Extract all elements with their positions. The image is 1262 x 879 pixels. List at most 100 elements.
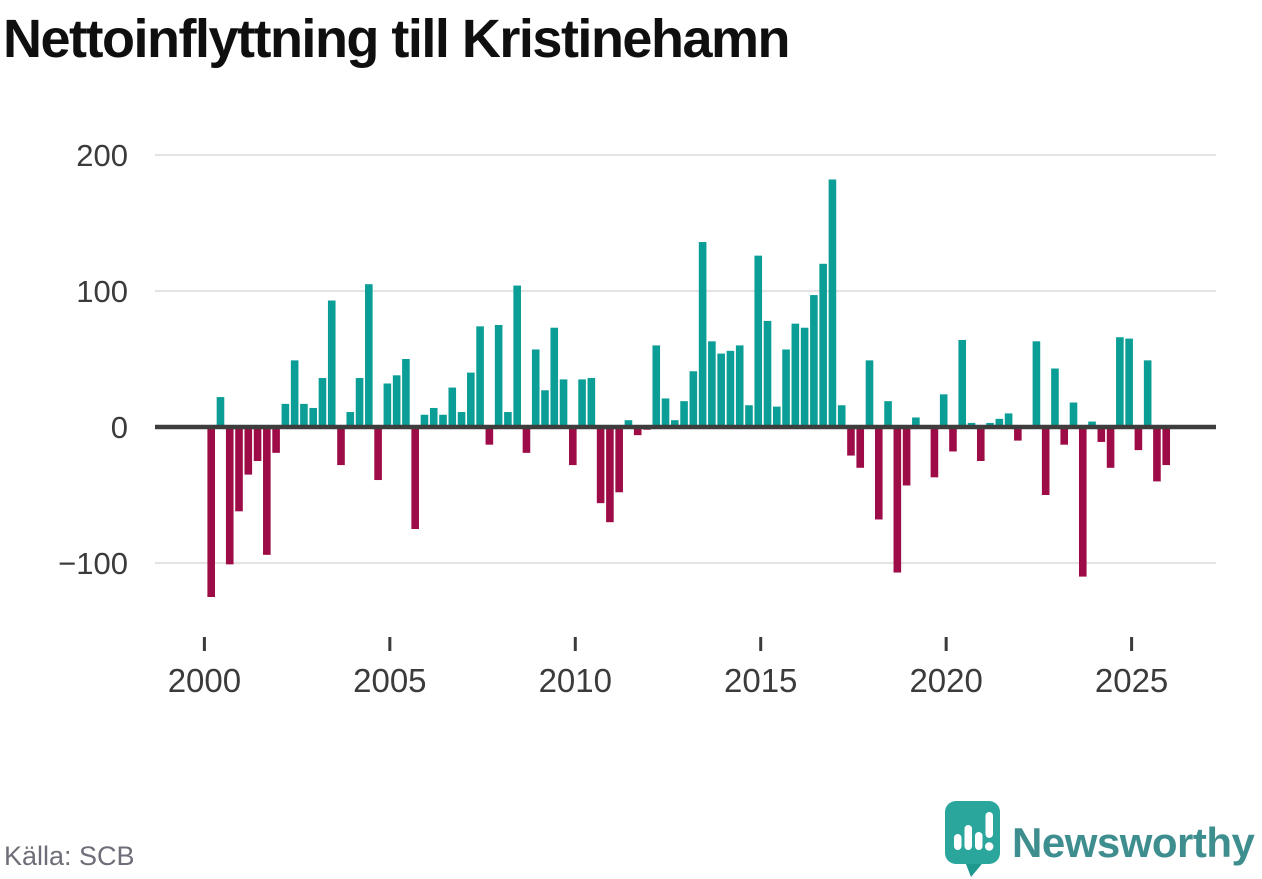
bar-2021-Q2 [995, 418, 1004, 427]
bar-2020-Q1 [949, 427, 957, 452]
bar-2024-Q4 [1125, 338, 1133, 427]
bar-2010-Q4 [606, 427, 614, 523]
chart-title: Nettoinflyttning till Kristinehamn [3, 9, 790, 69]
bar-2002-Q1 [281, 403, 290, 427]
bar-2005-Q1 [392, 375, 401, 427]
bar-2000-Q2 [216, 397, 225, 427]
bar-2015-Q2 [772, 406, 781, 427]
x-axis-label-2020: 2020 [909, 662, 982, 699]
bar-2023-Q2 [1069, 402, 1078, 427]
bar-2006-Q2 [439, 414, 447, 427]
bar-2024-Q3 [1116, 337, 1124, 427]
bar-2010-Q2 [587, 378, 596, 427]
bar-2022-Q2 [1032, 341, 1041, 427]
source-note: Källa: SCB [4, 841, 135, 871]
bar-2006-Q3 [448, 387, 457, 427]
bar-2017-Q2 [847, 427, 855, 456]
bar-2017-Q1 [837, 405, 846, 427]
bar-2008-Q3 [522, 427, 531, 453]
bar-2018-Q4 [902, 427, 911, 486]
bar-2001-Q3 [263, 427, 271, 555]
bar-2025-Q1 [1134, 427, 1143, 451]
bar-2014-Q1 [726, 350, 735, 427]
bar-2023-Q1 [1060, 427, 1069, 445]
bar-2004-Q4 [383, 383, 392, 427]
bar-2001-Q4 [272, 427, 280, 453]
y-axis-label-200: 200 [76, 138, 128, 173]
bar-2007-Q2 [476, 326, 484, 427]
bar-2012-Q4 [680, 401, 688, 427]
bar-2010-Q1 [578, 379, 586, 427]
bar-2009-Q3 [559, 379, 568, 427]
bar-2015-Q4 [791, 323, 800, 427]
bar-2016-Q4 [828, 179, 837, 427]
bar-2006-Q1 [429, 407, 438, 427]
x-axis-label-2015: 2015 [724, 662, 797, 699]
bar-2004-Q2 [365, 284, 373, 427]
bar-2005-Q2 [402, 359, 410, 427]
bar-2019-Q1 [912, 417, 920, 427]
bar-2020-Q2 [958, 339, 967, 427]
bar-2018-Q3 [893, 427, 902, 573]
bar-2013-Q2 [698, 242, 707, 427]
bar-2000-Q3 [225, 427, 234, 565]
bar-2013-Q3 [708, 341, 716, 427]
bar-2025-Q3 [1153, 427, 1161, 482]
bar-2002-Q2 [290, 360, 299, 427]
bar-2016-Q2 [810, 295, 818, 427]
bar-2006-Q4 [457, 412, 466, 427]
bar-2002-Q4 [309, 407, 317, 427]
bar-2009-Q4 [569, 427, 577, 466]
bar-2019-Q3 [930, 427, 939, 478]
bar-2010-Q3 [596, 427, 605, 504]
bar-2020-Q4 [976, 427, 985, 461]
x-axis-label-2010: 2010 [539, 662, 612, 699]
bar-2004-Q1 [355, 378, 364, 427]
bar-2011-Q3 [633, 427, 642, 436]
bar-2004-Q3 [374, 427, 382, 481]
bar-2024-Q1 [1097, 427, 1106, 442]
bar-2022-Q4 [1051, 368, 1059, 427]
newsworthy-speech-bubble-bar-chart-icon [945, 801, 1000, 877]
bar-2014-Q4 [754, 255, 763, 427]
bar-2015-Q3 [782, 349, 790, 427]
bar-2007-Q1 [467, 372, 475, 427]
bar-2021-Q3 [1004, 413, 1013, 427]
bar-2022-Q3 [1041, 427, 1050, 495]
y-axis-label--100: −100 [58, 546, 128, 581]
y-axis-label-100: 100 [76, 274, 128, 309]
newsworthy-wordmark: Newsworthy [1012, 819, 1255, 866]
bar-2012-Q3 [671, 420, 679, 427]
bar-2016-Q3 [819, 263, 827, 427]
bar-2017-Q3 [856, 427, 865, 468]
y-axis-label-0: 0 [111, 410, 128, 445]
bar-2002-Q3 [300, 403, 308, 427]
x-axis-label-2005: 2005 [353, 662, 426, 699]
bar-2003-Q3 [337, 427, 345, 466]
bar-2001-Q2 [253, 427, 262, 461]
x-axis-label-2025: 2025 [1095, 662, 1168, 699]
newsworthy-logo: Newsworthy [944, 799, 1262, 879]
bar-2025-Q4 [1162, 427, 1171, 466]
bar-2023-Q3 [1078, 427, 1087, 577]
bar-2011-Q2 [624, 420, 633, 427]
bar-2007-Q3 [485, 427, 494, 445]
bar-2003-Q2 [327, 300, 336, 427]
bar-2014-Q2 [735, 345, 744, 427]
bar-2005-Q4 [420, 414, 429, 427]
bar-2018-Q2 [884, 401, 892, 427]
bar-2013-Q4 [717, 353, 725, 427]
bar-2008-Q4 [531, 349, 540, 427]
bar-2009-Q1 [541, 390, 549, 427]
bar-2024-Q2 [1106, 427, 1115, 468]
bar-2012-Q1 [652, 345, 661, 427]
bar-2003-Q4 [346, 412, 355, 427]
bar-2015-Q1 [763, 320, 772, 427]
bar-2012-Q2 [661, 398, 670, 427]
bar-2013-Q1 [689, 371, 698, 427]
bar-2021-Q4 [1014, 427, 1022, 441]
bar-2007-Q4 [494, 325, 503, 427]
bar-2008-Q2 [513, 285, 521, 427]
bar-2008-Q1 [504, 412, 512, 427]
